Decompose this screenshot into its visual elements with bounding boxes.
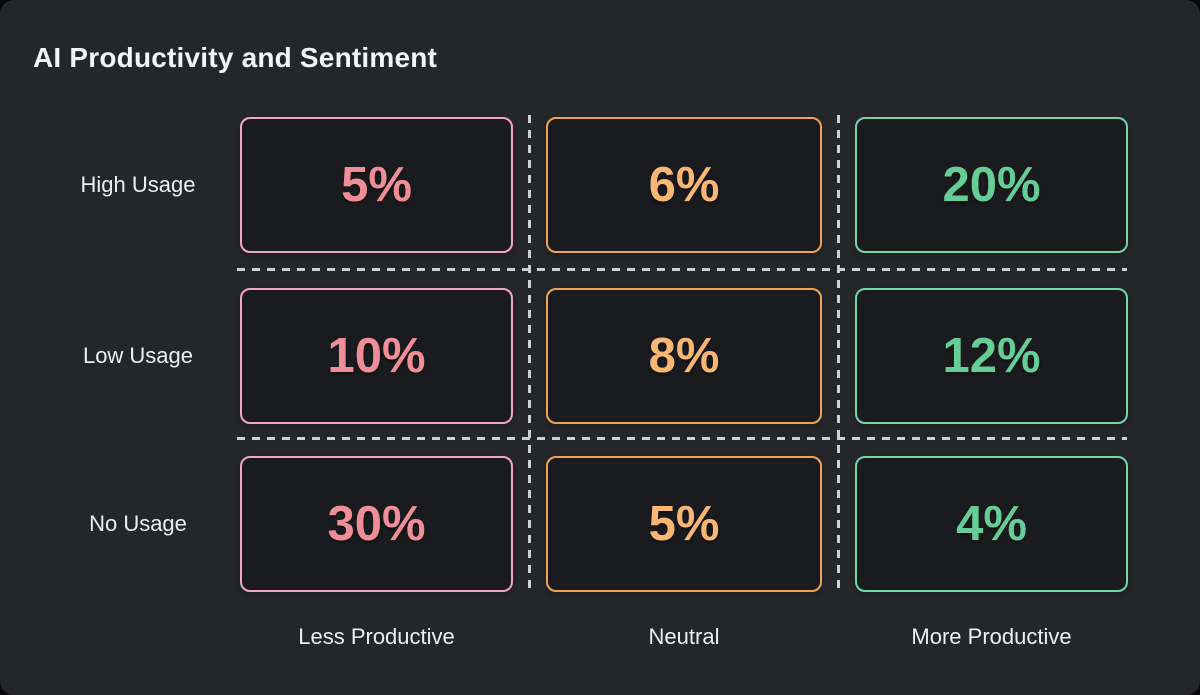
cell-no-usage-more-productive: 4% [855,456,1128,592]
cell-value: 5% [648,497,720,551]
cell-high-usage-more-productive: 20% [855,117,1128,253]
col-label-neutral: Neutral [648,624,720,649]
cell-high-usage-neutral: 6% [546,117,822,253]
cell-no-usage-neutral: 5% [546,456,822,592]
cell-value: 5% [341,158,412,212]
grid-line-horizontal-1 [237,268,1127,271]
grid-line-vertical-2 [837,115,840,595]
chart-title: AI Productivity and Sentiment [33,42,438,73]
cell-low-usage-neutral: 8% [546,288,822,424]
cell-value: 8% [648,329,720,383]
col-label-more-productive: More Productive [911,624,1072,649]
col-label-less-productive: Less Productive [298,624,455,649]
cell-high-usage-less-productive: 5% [240,117,513,253]
cell-value: 4% [956,497,1027,551]
row-label-no-usage: No Usage [89,511,187,536]
cell-low-usage-less-productive: 10% [240,288,513,424]
cell-no-usage-less-productive: 30% [240,456,513,592]
cell-value: 6% [648,158,720,212]
cell-value: 20% [942,158,1041,212]
row-label-high-usage: High Usage [80,172,196,197]
grid-line-horizontal-2 [237,437,1127,440]
cell-value: 30% [327,497,426,551]
cell-low-usage-more-productive: 12% [855,288,1128,424]
grid-line-vertical-1 [528,115,531,595]
row-label-low-usage: Low Usage [82,343,194,368]
cell-value: 10% [327,329,426,383]
cell-value: 12% [942,329,1041,383]
